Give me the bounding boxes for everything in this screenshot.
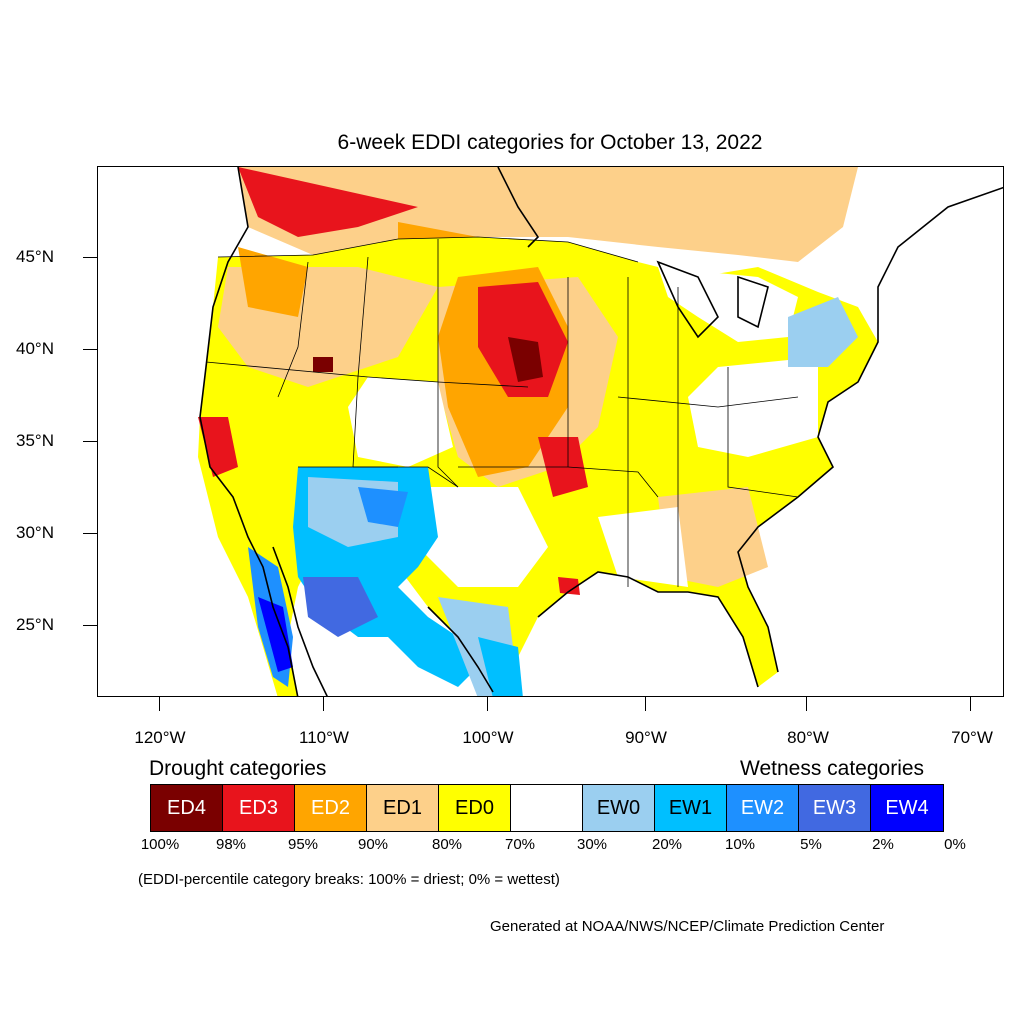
lat-label: 35°N	[16, 431, 54, 450]
lat-tick	[83, 625, 97, 626]
lat-tick	[83, 533, 97, 534]
lon-label: 100°W	[462, 728, 514, 747]
lon-label: 80°W	[787, 728, 829, 747]
lon-label: 120°W	[134, 728, 186, 747]
lon-label: 110°W	[299, 728, 349, 747]
percent-label: 0%	[944, 836, 966, 853]
breaks-note: (EDDI-percentile category breaks: 100% =…	[138, 871, 560, 888]
legend-box-ew2: EW2	[727, 785, 799, 831]
lat-label: 25°N	[16, 615, 54, 634]
legend-box-ed0: ED0	[439, 785, 511, 831]
percent-label: 20%	[651, 836, 683, 853]
lon-tick	[159, 697, 160, 711]
category-legend: ED4 ED3 ED2 ED1 ED0 EW0 EW1 EW2 EW3 EW4	[150, 784, 944, 832]
lon-tick	[323, 697, 324, 711]
percent-label: 90%	[357, 836, 389, 853]
credit-line: Generated at NOAA/NWS/NCEP/Climate Predi…	[490, 918, 885, 935]
lon-tick	[645, 697, 646, 711]
percent-label: 100%	[140, 836, 180, 853]
legend-box-ed1: ED1	[367, 785, 439, 831]
lat-tick	[83, 349, 97, 350]
percent-label: 5%	[800, 836, 822, 853]
legend-box-ed3: ED3	[223, 785, 295, 831]
percent-label: 70%	[504, 836, 536, 853]
drought-categories-title: Drought categories	[149, 757, 327, 780]
percent-label: 98%	[215, 836, 247, 853]
percent-label: 95%	[287, 836, 319, 853]
map-graphic	[198, 167, 1003, 696]
lon-tick	[806, 697, 807, 711]
legend-box-ed4: ED4	[151, 785, 223, 831]
lat-tick	[83, 257, 97, 258]
percent-label: 80%	[431, 836, 463, 853]
legend-box-ed2: ED2	[295, 785, 367, 831]
lat-tick	[83, 441, 97, 442]
wetness-categories-title: Wetness categories	[740, 757, 925, 780]
lat-label: 30°N	[16, 523, 54, 542]
legend-box-ew4: EW4	[871, 785, 943, 831]
legend-box-normal	[511, 785, 583, 831]
legend-box-ew1: EW1	[655, 785, 727, 831]
percent-label: 10%	[724, 836, 756, 853]
legend-box-ew0: EW0	[583, 785, 655, 831]
map-title: 6-week EDDI categories for October 13, 2…	[337, 131, 763, 154]
percent-label: 30%	[576, 836, 608, 853]
lon-label: 70°W	[951, 728, 993, 747]
lat-label: 45°N	[16, 247, 54, 266]
eddi-map	[97, 166, 1004, 697]
legend-box-ew3: EW3	[799, 785, 871, 831]
lat-label: 40°N	[16, 339, 54, 358]
lon-label: 90°W	[625, 728, 667, 747]
lon-tick	[970, 697, 971, 711]
canada-band	[238, 167, 858, 262]
lon-tick	[487, 697, 488, 711]
percent-label: 2%	[872, 836, 894, 853]
